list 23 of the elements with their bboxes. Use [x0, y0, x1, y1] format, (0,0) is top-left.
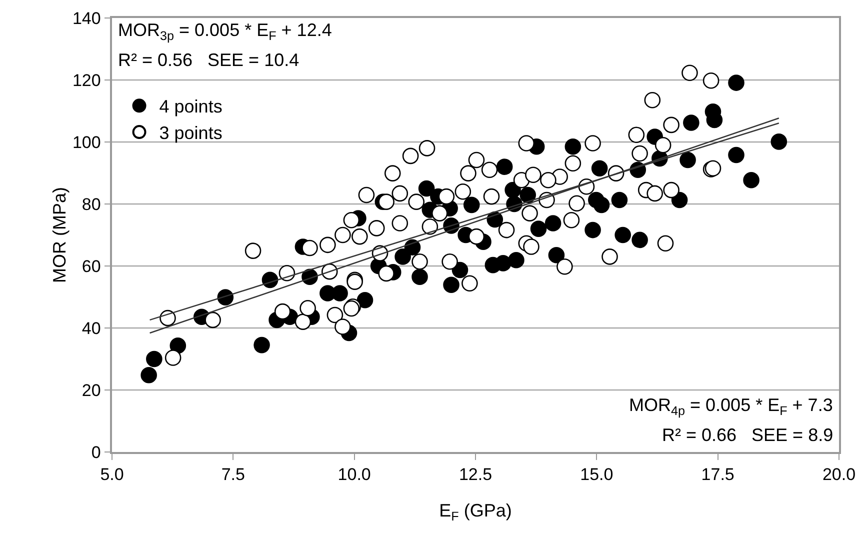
x-tick-label: 12.5 [458, 465, 492, 484]
y-tick-label: 20 [82, 380, 101, 400]
annotation: R² = 0.56 SEE = 10.4 [118, 50, 300, 70]
x-axis-title: E$_{F}$ (GPa) [439, 500, 512, 524]
annotation: MOR$_{3p}$ = 0.005 * E$_{F}$ + 12.4 [118, 20, 332, 43]
y-tick-label: 0 [91, 442, 101, 462]
legend-label: 4 points [159, 96, 222, 117]
annotation: MOR$_{4p}$ = 0.005 * E$_{F}$ + 7.3 [629, 395, 833, 418]
annotation: R² = 0.66 SEE = 8.9 [662, 425, 834, 445]
y-axis-title: MOR (MPa) [50, 187, 70, 283]
y-tick-label: 140 [72, 8, 101, 28]
legend-label: 3 points [159, 123, 222, 144]
y-tick-label: 80 [82, 194, 101, 214]
x-tick-label: 20.0 [822, 465, 856, 484]
y-tick-label: 40 [82, 318, 101, 338]
x-tick-label: 17.5 [701, 465, 734, 484]
x-tick-label: 10.0 [338, 465, 371, 484]
y-tick-label: 60 [82, 256, 101, 276]
y-tick-label: 100 [72, 132, 101, 152]
x-tick-label: 5.0 [100, 465, 124, 484]
x-tick-label: 15.0 [580, 465, 614, 484]
x-tick-label: 7.5 [221, 465, 245, 484]
y-tick-label: 120 [72, 70, 101, 90]
